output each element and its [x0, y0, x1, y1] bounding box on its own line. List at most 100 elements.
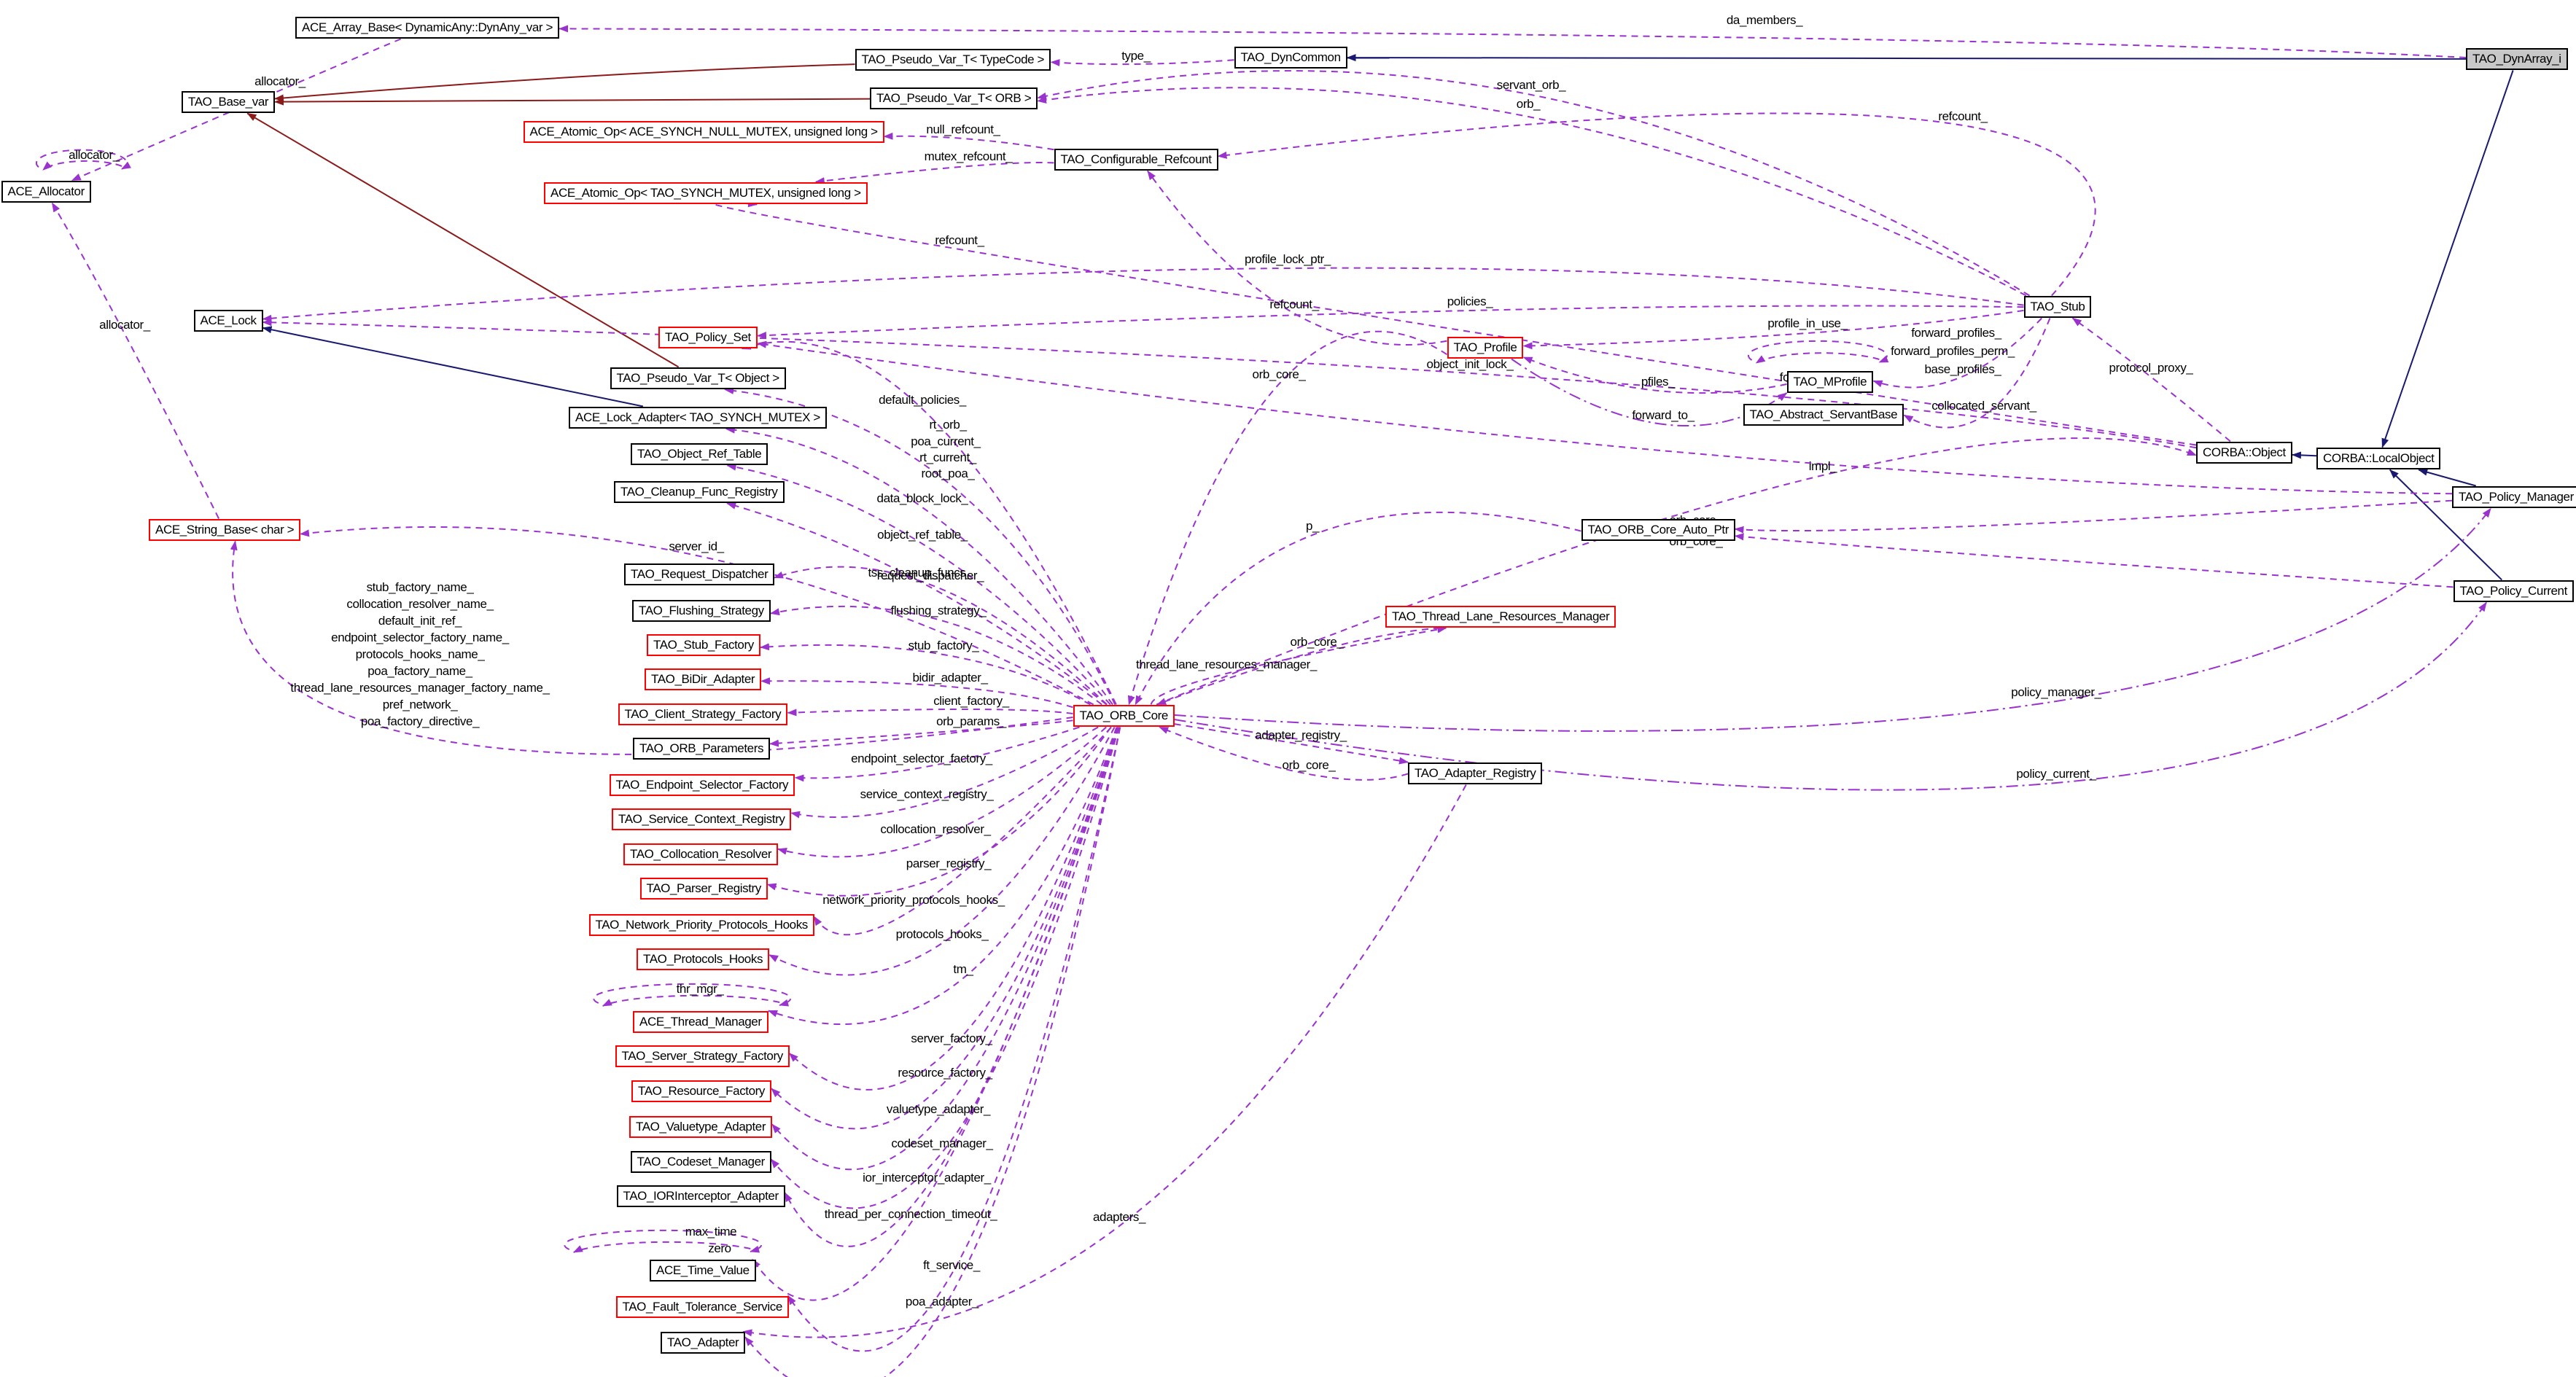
node-tao_adapter_registry[interactable]: TAO_Adapter_Registry — [1408, 762, 1543, 785]
node-tao_flushing_strategy[interactable]: TAO_Flushing_Strategy — [632, 599, 771, 623]
edge — [726, 463, 1111, 706]
edge — [2381, 70, 2514, 448]
edge-label: default_init_ref_ — [378, 614, 462, 628]
edge — [230, 540, 1073, 755]
edge-label: object_init_lock_ — [1426, 357, 1514, 371]
edge — [883, 132, 1054, 151]
node-tao_stub[interactable]: TAO_Stub — [2023, 295, 2092, 319]
node-tao_dyncommon[interactable]: TAO_DynCommon — [1234, 46, 1347, 69]
node-tao_mprofile[interactable]: TAO_MProfile — [1786, 370, 1874, 394]
node-corba_localobject[interactable]: CORBA::LocalObject — [2316, 447, 2441, 470]
edge — [741, 340, 1117, 705]
edge-label: rt_orb_ — [929, 418, 967, 432]
edge-label: ft_service_ — [923, 1258, 980, 1272]
node-tao_policy_manager[interactable]: TAO_Policy_Manager — [2452, 485, 2576, 509]
node-tao_client_strategy_factory[interactable]: TAO_Client_Strategy_Factory — [618, 703, 788, 726]
node-tao_parser_registry[interactable]: TAO_Parser_Registry — [639, 877, 768, 900]
node-tao_orb_core[interactable]: TAO_ORB_Core — [1073, 704, 1175, 727]
edge — [760, 677, 1073, 709]
edge — [752, 727, 1120, 1301]
node-ace_lock[interactable]: ACE_Lock — [193, 309, 263, 332]
node-tao_pseudo_var_typecode[interactable]: TAO_Pseudo_Var_T< TypeCode > — [855, 48, 1051, 71]
node-tao_object_ref_table[interactable]: TAO_Object_Ref_Table — [631, 442, 768, 466]
edge — [1037, 70, 2031, 297]
node-tao_abstract_servantbase[interactable]: TAO_Abstract_ServantBase — [1743, 403, 1904, 426]
node-ace_time_value[interactable]: ACE_Time_Value — [650, 1259, 756, 1282]
edge-label: parser_registry_ — [906, 857, 992, 870]
edge-label: zero — [708, 1241, 731, 1255]
edge-label: server_factory_ — [911, 1031, 992, 1045]
edge-label: stub_factory_name_ — [366, 580, 474, 594]
edge-label: rt_current_ — [919, 450, 976, 464]
edge-label: poa_factory_directive_ — [360, 714, 480, 728]
edge — [1150, 625, 1447, 705]
node-tao_pseudo_var_object[interactable]: TAO_Pseudo_Var_T< Object > — [610, 367, 786, 390]
edge — [602, 994, 780, 1007]
node-ace_allocator[interactable]: ACE_Allocator — [1, 180, 91, 203]
node-tao_policy_current[interactable]: TAO_Policy_Current — [2453, 580, 2574, 603]
node-tao_collocation_resolver[interactable]: TAO_Collocation_Resolver — [623, 843, 779, 866]
node-tao_profile[interactable]: TAO_Profile — [1447, 336, 1524, 359]
node-tao_network_priority_protocols_hooks[interactable]: TAO_Network_Priority_Protocols_Hooks — [588, 913, 814, 937]
edge-label: adapters_ — [1092, 1210, 1146, 1224]
node-tao_server_strategy_factory[interactable]: TAO_Server_Strategy_Factory — [615, 1045, 790, 1068]
edge — [572, 1241, 751, 1253]
edge-label: poa_adapter_ — [905, 1295, 979, 1308]
edge-label: forward_profiles_ — [1911, 326, 2001, 340]
node-ace_atomic_null[interactable]: ACE_Atomic_Op< ACE_SYNCH_NULL_MUTEX, uns… — [523, 120, 884, 144]
node-tao_bidir_adapter[interactable]: TAO_BiDir_Adapter — [645, 668, 762, 691]
edge — [760, 643, 1091, 706]
node-tao_dynarray_i[interactable]: TAO_DynArray_i — [2466, 47, 2568, 71]
edge-label: stub_factory_ — [908, 639, 979, 652]
node-tao_iorinterceptor_adapter[interactable]: TAO_IORInterceptor_Adapter — [616, 1185, 785, 1208]
edge-label: pref_network_ — [382, 698, 458, 711]
edge-label: forward_profiles_perm_ — [1891, 344, 2015, 358]
edge — [766, 726, 1112, 897]
edge-label: type_ — [1121, 49, 1151, 63]
node-tao_codeset_manager[interactable]: TAO_Codeset_Manager — [630, 1150, 771, 1174]
node-ace_array_base[interactable]: ACE_Array_Base< DynamicAny::DynAny_var > — [295, 16, 559, 39]
node-tao_policy_set[interactable]: TAO_Policy_Set — [658, 326, 758, 349]
edge — [1755, 352, 1880, 364]
edge-label: policies_ — [1447, 294, 1493, 308]
node-tao_thread_lane_resources_manager[interactable]: TAO_Thread_Lane_Resources_Manager — [1385, 605, 1616, 628]
edge — [768, 727, 1116, 976]
edge-label: thread_per_connection_timeout_ — [824, 1207, 997, 1221]
edge-label: service_context_registry_ — [860, 787, 994, 801]
edge-label: pfiles_ — [1641, 375, 1676, 389]
node-tao_valuetype_adapter[interactable]: TAO_Valuetype_Adapter — [629, 1115, 773, 1139]
edge-label: codeset_manager_ — [891, 1136, 993, 1150]
edge-label: bidir_adapter_ — [912, 671, 988, 684]
edge — [564, 1229, 763, 1253]
edge-label: profile_in_use_ — [1767, 316, 1848, 330]
node-tao_base_var[interactable]: TAO_Base_var — [182, 90, 276, 114]
node-ace_atomic_tao[interactable]: ACE_Atomic_Op< TAO_SYNCH_MUTEX, unsigned… — [544, 182, 868, 205]
edge-label: refcount_ — [1269, 297, 1319, 311]
edge-label: protocol_proxy_ — [2109, 361, 2193, 375]
node-tao_resource_factory[interactable]: TAO_Resource_Factory — [631, 1080, 772, 1103]
node-ace_lock_adapter[interactable]: ACE_Lock_Adapter< TAO_SYNCH_MUTEX > — [569, 406, 827, 429]
node-tao_orb_core_auto_ptr[interactable]: TAO_ORB_Core_Auto_Ptr — [1581, 518, 1735, 542]
edge — [1903, 318, 2051, 429]
edge — [757, 305, 2024, 340]
node-tao_adapter[interactable]: TAO_Adapter — [661, 1331, 746, 1354]
edge — [2071, 317, 2231, 442]
edge — [1748, 340, 1889, 363]
node-tao_pseudo_var_orb[interactable]: TAO_Pseudo_Var_T< ORB > — [870, 87, 1038, 110]
node-tao_cleanup_func_registry[interactable]: TAO_Cleanup_Func_Registry — [614, 480, 785, 504]
node-tao_orb_parameters[interactable]: TAO_ORB_Parameters — [633, 737, 771, 760]
node-tao_configurable_refcount[interactable]: TAO_Configurable_Refcount — [1054, 148, 1218, 171]
node-tao_stub_factory[interactable]: TAO_Stub_Factory — [647, 633, 760, 657]
node-tao_fault_tolerance_service[interactable]: TAO_Fault_Tolerance_Service — [615, 1295, 789, 1319]
node-ace_thread_manager[interactable]: ACE_Thread_Manager — [633, 1010, 768, 1034]
edge-label: data_block_lock_ — [876, 491, 968, 505]
node-tao_service_context_registry[interactable]: TAO_Service_Context_Registry — [612, 808, 792, 831]
node-corba_object[interactable]: CORBA::Object — [2196, 441, 2292, 464]
node-tao_endpoint_selector_factory[interactable]: TAO_Endpoint_Selector_Factory — [609, 773, 795, 797]
edge — [1734, 499, 2453, 534]
edge — [787, 727, 1121, 1352]
node-tao_request_dispatcher[interactable]: TAO_Request_Dispatcher — [624, 563, 775, 586]
node-tao_protocols_hooks[interactable]: TAO_Protocols_Hooks — [637, 948, 770, 971]
edge-label: thr_mgr_ — [676, 982, 724, 996]
node-ace_string_base[interactable]: ACE_String_Base< char > — [149, 518, 301, 542]
